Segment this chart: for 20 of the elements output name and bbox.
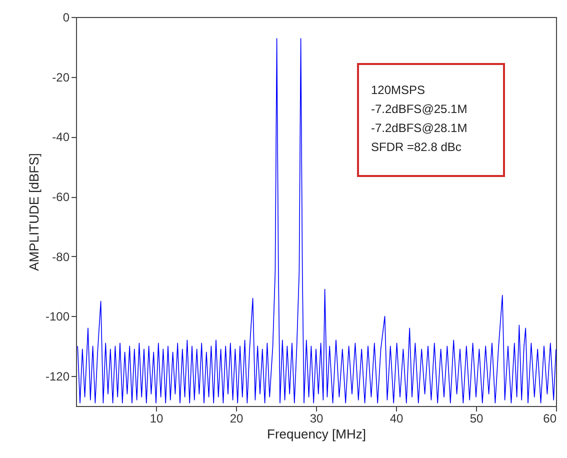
annotation: -7.2dBFS@25.1M (371, 101, 468, 118)
x-tick-label: 40 (390, 412, 404, 426)
x-axis-title: Frequency [MHz] (267, 426, 366, 442)
x-tick-label: 30 (310, 412, 324, 426)
annotation: 120MSPS (371, 82, 426, 99)
y-tick-label: 0 (62, 10, 70, 24)
y-tick-label: -60 (52, 190, 70, 204)
x-tick-label: 10 (150, 412, 164, 426)
y-tick-label: -40 (52, 130, 70, 144)
x-tick-label: 20 (230, 412, 244, 426)
y-tick-label: -80 (52, 250, 70, 264)
x-tick-label: 50 (470, 412, 484, 426)
annotation: -7.2dBFS@28.1M (371, 120, 468, 137)
y-tick-label: -100 (45, 310, 70, 324)
x-tick-label: 60 (543, 412, 557, 426)
y-tick-label: -120 (45, 370, 70, 384)
annotation: SFDR =82.8 dBc (371, 139, 462, 156)
line-series (77, 38, 556, 404)
y-tick-label: -20 (52, 70, 70, 84)
y-axis-title: AMPLITUDE [dBFS] (26, 153, 42, 271)
